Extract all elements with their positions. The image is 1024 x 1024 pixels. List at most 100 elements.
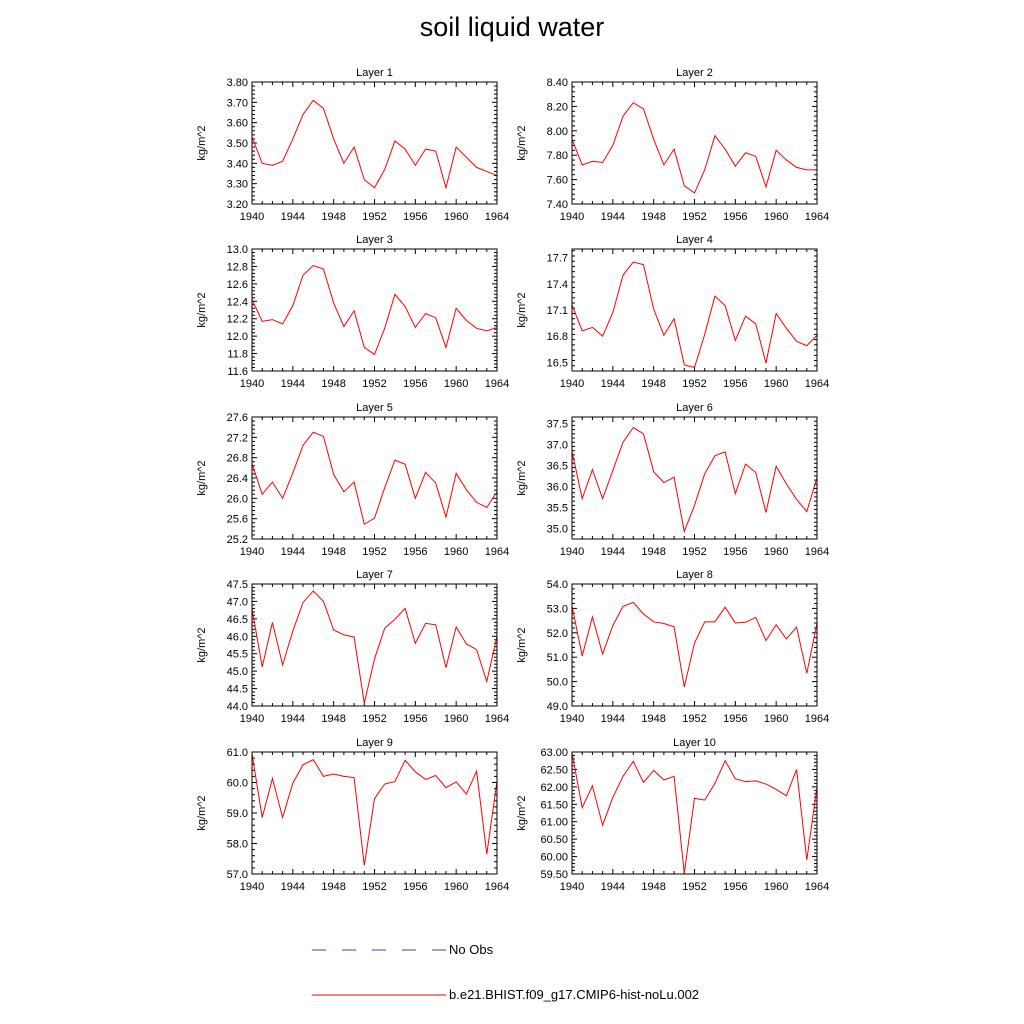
plot-frame xyxy=(251,248,498,372)
y-tick-label: 27.2 xyxy=(227,432,248,444)
x-tick-label: 1948 xyxy=(641,211,665,223)
series-line xyxy=(571,102,817,194)
y-tick-label: 3.30 xyxy=(227,179,248,191)
y-tick-label: 37.5 xyxy=(547,418,568,430)
panel-layer-5: Layer 5 kg/m^2 1940 1944 1948 1952 1956 1960 196… xyxy=(196,402,509,558)
series-line xyxy=(251,264,498,356)
y-tick-label: 35.0 xyxy=(547,523,568,535)
y-tick-label: 3.60 xyxy=(227,118,248,130)
y-axis-label: kg/m^2 xyxy=(516,292,528,327)
x-tick-label: 1944 xyxy=(601,546,625,558)
x-tick-label: 1952 xyxy=(362,713,386,725)
panel-layer-10: Layer 10 kg/m^2 1940 1944 1948 1952 1956 1960 19… xyxy=(516,737,829,893)
y-axis-label: kg/m^2 xyxy=(196,460,208,495)
legend-no-obs-label: No Obs xyxy=(449,942,494,957)
y-tick-label: 51.0 xyxy=(547,652,568,664)
x-tick-label: 1964 xyxy=(805,713,829,725)
y-tick-label: 26.0 xyxy=(227,493,248,505)
x-tick-label: 1940 xyxy=(560,713,584,725)
y-axis-label: kg/m^2 xyxy=(516,795,528,830)
y-tick-label: 61.00 xyxy=(540,817,568,829)
x-tick-label: 1940 xyxy=(560,881,584,893)
y-tick-label: 11.6 xyxy=(227,366,248,378)
x-tick-label: 1964 xyxy=(485,881,509,893)
x-tick-label: 1940 xyxy=(240,211,264,223)
y-tick-label: 60.00 xyxy=(540,852,568,864)
y-tick-label: 27.6 xyxy=(227,412,248,424)
y-tick-label: 45.5 xyxy=(227,649,248,661)
panel-title: Layer 10 xyxy=(673,737,716,749)
series-line xyxy=(571,752,818,874)
x-tick-label: 1940 xyxy=(560,546,584,558)
legend-model-label: b.e21.BHIST.f09_g17.CMIP6-hist-noLu.002 xyxy=(449,987,700,1002)
y-tick-label: 13.0 xyxy=(227,244,248,256)
plot-frame xyxy=(571,583,818,707)
panel-title: Layer 7 xyxy=(356,569,393,581)
y-tick-label: 12.2 xyxy=(227,314,248,326)
y-tick-label: 44.0 xyxy=(227,701,248,713)
y-axis-label: kg/m^2 xyxy=(516,460,528,495)
x-tick-label: 1960 xyxy=(444,546,468,558)
y-tick-label: 57.0 xyxy=(227,869,248,881)
panel-layer-3: Layer 3 kg/m^2 1940 1944 1948 1952 1956 1960 196… xyxy=(196,234,509,390)
x-tick-label: 1952 xyxy=(682,378,706,390)
x-tick-label: 1940 xyxy=(240,881,264,893)
x-tick-label: 1952 xyxy=(682,211,706,223)
plot-frame xyxy=(251,416,498,540)
x-tick-label: 1964 xyxy=(805,378,829,390)
y-tick-label: 8.00 xyxy=(547,126,568,138)
y-tick-label: 46.5 xyxy=(227,614,248,626)
x-tick-label: 1956 xyxy=(723,211,747,223)
x-tick-label: 1956 xyxy=(403,211,427,223)
y-tick-label: 63.00 xyxy=(540,747,568,759)
y-tick-label: 16.8 xyxy=(547,331,568,343)
panel-title: Layer 2 xyxy=(676,67,713,79)
x-tick-label: 1944 xyxy=(281,713,305,725)
x-tick-label: 1952 xyxy=(362,378,386,390)
y-tick-label: 26.4 xyxy=(227,473,248,485)
y-tick-label: 12.4 xyxy=(227,296,248,308)
series-line xyxy=(571,261,818,369)
panel-layer-7: Layer 7 kg/m^2 1940 1944 1948 1952 1956 1960 196… xyxy=(196,569,509,725)
x-tick-label: 1956 xyxy=(403,713,427,725)
y-tick-label: 60.0 xyxy=(227,778,248,790)
y-tick-label: 47.5 xyxy=(227,579,248,591)
panel-title: Layer 5 xyxy=(356,402,393,414)
x-tick-label: 1956 xyxy=(403,378,427,390)
y-tick-label: 47.0 xyxy=(227,596,248,608)
y-tick-label: 12.8 xyxy=(227,261,248,273)
x-tick-label: 1956 xyxy=(723,378,747,390)
series-line xyxy=(251,753,498,866)
x-tick-label: 1952 xyxy=(682,713,706,725)
plot-frame xyxy=(571,248,818,372)
panel-title: Layer 9 xyxy=(356,737,393,749)
panel-layer-4: Layer 4 kg/m^2 1940 1944 1948 1952 1956 1960 196… xyxy=(516,234,829,390)
x-tick-label: 1960 xyxy=(444,881,468,893)
x-tick-label: 1952 xyxy=(682,546,706,558)
y-tick-label: 7.40 xyxy=(547,199,568,211)
x-tick-label: 1944 xyxy=(281,546,305,558)
x-tick-label: 1964 xyxy=(485,211,509,223)
x-tick-label: 1948 xyxy=(321,378,345,390)
panel-layer-6: Layer 6 kg/m^2 1940 1944 1948 1952 1956 1960 196… xyxy=(516,402,829,558)
x-tick-label: 1944 xyxy=(601,378,625,390)
panel-title: Layer 1 xyxy=(356,67,393,79)
y-tick-label: 52.0 xyxy=(547,628,568,640)
y-tick-label: 3.80 xyxy=(227,77,248,89)
x-tick-label: 1944 xyxy=(281,881,305,893)
y-axis-label: kg/m^2 xyxy=(516,125,528,160)
x-tick-label: 1956 xyxy=(723,546,747,558)
y-axis-label: kg/m^2 xyxy=(196,627,208,662)
y-tick-label: 11.8 xyxy=(227,349,248,361)
x-tick-label: 1948 xyxy=(641,713,665,725)
y-tick-label: 59.0 xyxy=(227,808,248,820)
y-tick-label: 3.70 xyxy=(227,97,248,109)
y-tick-label: 8.40 xyxy=(547,77,568,89)
y-tick-label: 46.0 xyxy=(227,631,248,643)
y-tick-label: 50.0 xyxy=(547,677,568,689)
series-line xyxy=(251,590,498,704)
x-tick-label: 1944 xyxy=(281,378,305,390)
x-tick-label: 1948 xyxy=(641,546,665,558)
x-tick-label: 1960 xyxy=(764,211,788,223)
series-line xyxy=(251,431,498,526)
